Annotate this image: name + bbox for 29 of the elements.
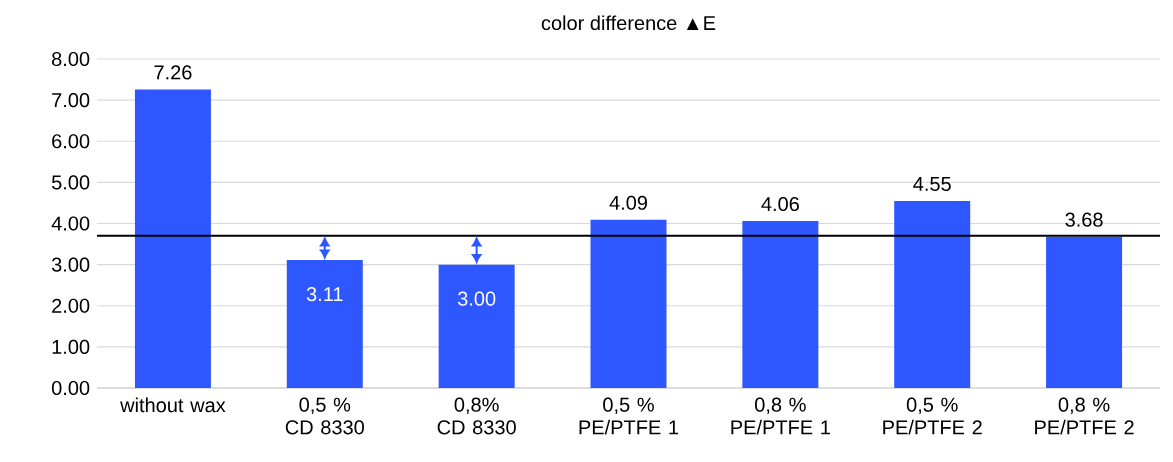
bar	[590, 219, 667, 388]
data-label: 7.26	[154, 65, 192, 80]
data-label: 4.55	[913, 177, 951, 191]
y-tick-label: 3.00	[51, 257, 90, 272]
bar	[742, 221, 819, 388]
x-tick-label: 0,8 % PE/PTFE 2	[1035, 397, 1134, 435]
data-label: 3.68	[1065, 212, 1103, 227]
y-tick-label: 5.00	[51, 175, 90, 190]
x-tick-label: 0,8% CD 8330	[437, 397, 516, 435]
bar	[894, 200, 971, 388]
data-label: 3.00	[457, 291, 496, 306]
y-tick-label: 4.00	[51, 216, 90, 231]
x-tick-label: 0,5 % CD 8330	[285, 397, 364, 435]
data-label: 4.06	[761, 196, 799, 212]
y-tick-label: 6.00	[52, 134, 90, 149]
x-tick-label: 0,8 % PE/PTFE 1	[731, 397, 830, 435]
x-tick-label: without wax	[120, 397, 226, 413]
x-tick-label: 0,5 % PE/PTFE 2	[883, 397, 982, 435]
data-label: 3.11	[306, 287, 343, 302]
y-tick-label: 8.00	[52, 51, 90, 67]
y-tick-label: 7.00	[52, 93, 90, 108]
bar	[1046, 236, 1123, 388]
data-label: 4.09	[609, 195, 647, 210]
y-tick-label: 0.00	[51, 380, 90, 396]
chart-title: color difference ▲E	[541, 15, 716, 31]
y-tick-label: 2.00	[52, 298, 90, 313]
bar	[134, 89, 211, 388]
x-tick-label: 0,5 % PE/PTFE 1	[579, 397, 679, 435]
y-tick-label: 1.00	[52, 339, 90, 354]
